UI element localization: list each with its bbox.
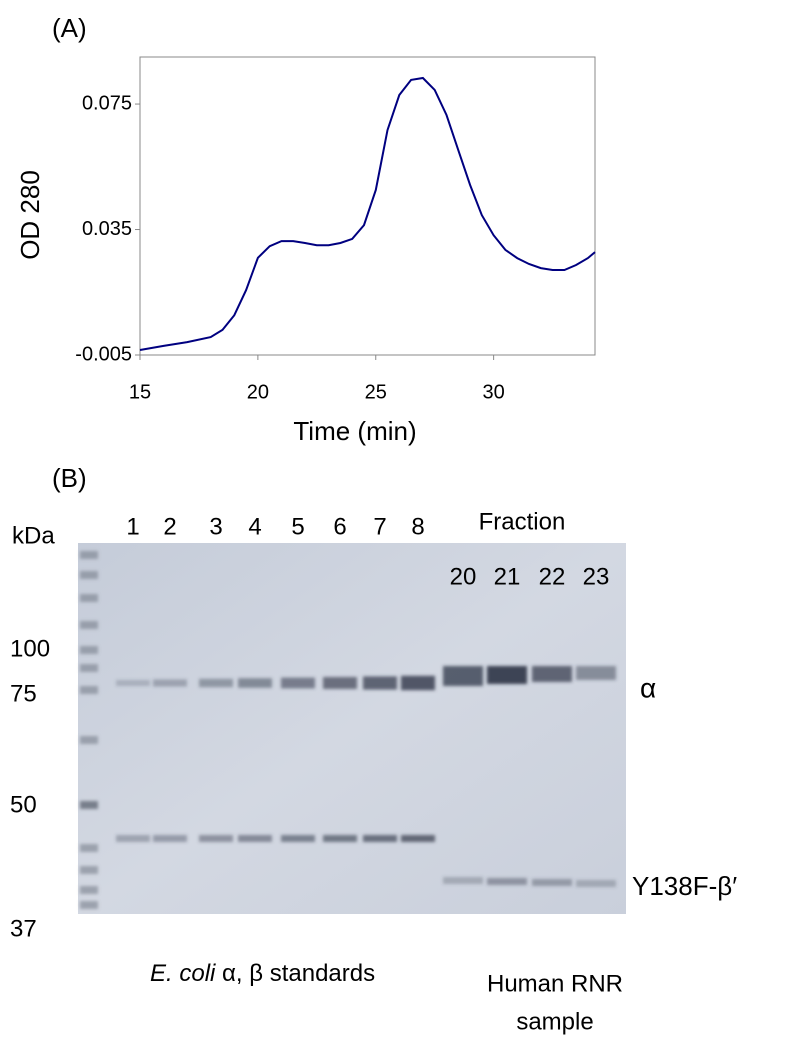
data-line — [139, 76, 596, 351]
alpha-band — [363, 676, 397, 690]
unit-label: kDa — [12, 522, 55, 549]
fraction-label: 20 — [450, 563, 477, 590]
beta-band — [281, 835, 315, 842]
lane-label: 5 — [291, 513, 304, 540]
alpha-band — [199, 678, 233, 688]
beta-band — [443, 877, 483, 884]
ladder-band — [80, 886, 98, 894]
ladder-band — [80, 571, 98, 579]
beta-band — [532, 879, 572, 886]
fraction-label: 23 — [583, 563, 610, 590]
x-tick-label: 30 — [483, 381, 505, 403]
x-tick-label: 25 — [365, 381, 387, 403]
alpha-band — [153, 679, 187, 687]
alpha-band — [532, 666, 572, 682]
beta-band — [238, 835, 272, 842]
gel-bands — [80, 551, 616, 909]
marker-label: 100 — [10, 635, 50, 662]
species: E. coli — [150, 960, 216, 987]
alpha-band — [323, 677, 357, 689]
band-label: Y138F-β′ — [632, 871, 737, 901]
lane-label: 7 — [373, 513, 386, 540]
alpha-band — [116, 680, 150, 686]
panel-label: (A) — [52, 13, 87, 43]
standards-text: α, β standards — [215, 960, 375, 987]
beta-band — [153, 835, 187, 842]
gel-image — [78, 543, 626, 914]
plot-frame — [139, 56, 596, 356]
lane-label: 3 — [209, 513, 222, 540]
lane-label: 8 — [411, 513, 424, 540]
sample-label: Human RNR — [487, 970, 623, 997]
y-tick-label: -0.005 — [75, 343, 132, 365]
marker-label: 75 — [10, 680, 37, 707]
beta-band — [401, 835, 435, 842]
ladder-band — [80, 866, 98, 874]
ladder-band — [80, 686, 98, 694]
lane-label: 2 — [163, 513, 176, 540]
marker-label: 50 — [10, 791, 37, 818]
ladder-band — [80, 551, 98, 559]
y-tick-label: 0.075 — [82, 92, 132, 114]
beta-band — [363, 835, 397, 842]
alpha-band — [238, 678, 272, 688]
fraction-title: Fraction — [479, 508, 566, 535]
beta-band — [116, 835, 150, 842]
x-axis-label: Time (min) — [293, 416, 416, 446]
lane-label: 6 — [333, 513, 346, 540]
marker-label: 37 — [10, 915, 37, 942]
lane-label: 1 — [126, 513, 139, 540]
alpha-band — [401, 675, 435, 691]
band-label: α — [640, 672, 656, 703]
ladder-band — [80, 801, 98, 809]
alpha-band — [443, 666, 483, 686]
panel-label: (B) — [52, 463, 87, 493]
x-tick-label: 15 — [129, 381, 151, 403]
ladder-band — [80, 844, 98, 852]
beta-band — [576, 880, 616, 887]
ladder-band — [80, 664, 98, 672]
ladder-band — [80, 646, 98, 654]
ladder-band — [80, 901, 98, 909]
beta-band — [323, 835, 357, 842]
y-tick-label: 0.035 — [82, 218, 132, 240]
fraction-label: 22 — [539, 563, 566, 590]
standards-label: E. coli α, β standards — [150, 960, 375, 987]
sample-label: sample — [516, 1008, 593, 1035]
y-axis-label: OD 280 — [15, 170, 45, 260]
ladder-band — [80, 621, 98, 629]
plot: -0.005 0.035 0.075 15 20 25 30 — [75, 76, 596, 403]
beta-band — [487, 878, 527, 885]
x-tick-label: 20 — [247, 381, 269, 403]
beta-band — [199, 835, 233, 842]
lane-label: 4 — [248, 513, 261, 540]
fraction-label: 21 — [494, 563, 521, 590]
ladder-band — [80, 736, 98, 744]
alpha-band — [487, 666, 527, 684]
ladder-band — [80, 594, 98, 602]
alpha-band — [281, 677, 315, 689]
alpha-band — [576, 666, 616, 680]
